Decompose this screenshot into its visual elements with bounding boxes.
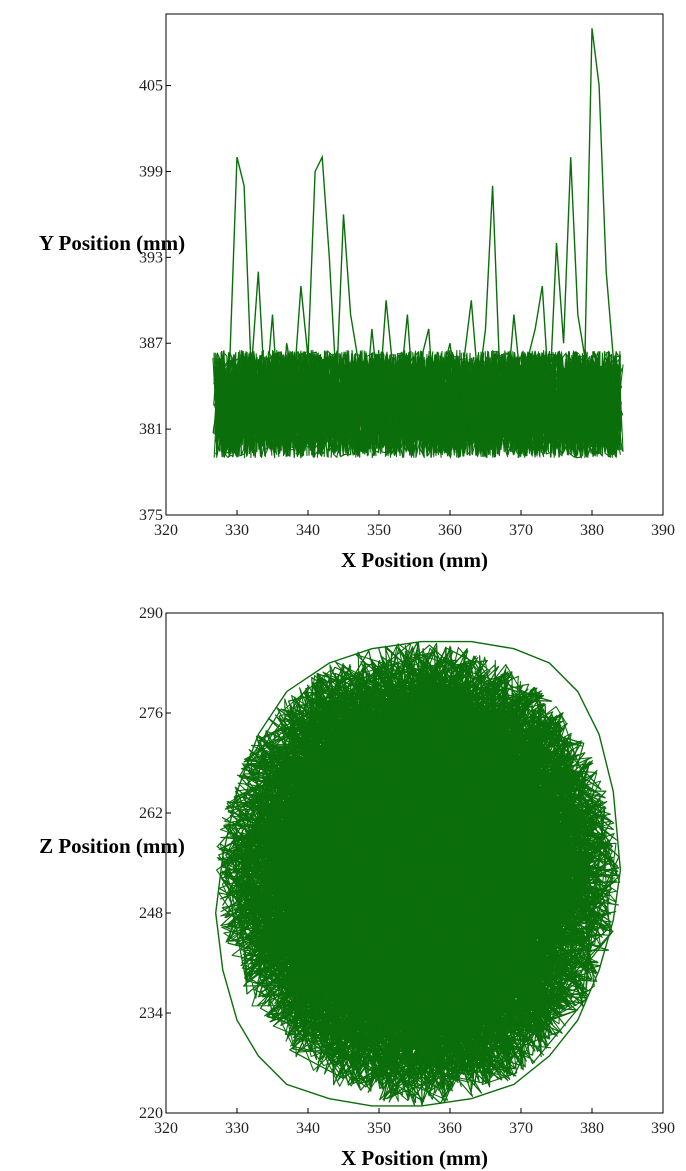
y-axis-label: Z Position (mm)	[39, 834, 185, 858]
x-tick-label: 360	[438, 1120, 462, 1137]
plot-frame	[165, 612, 664, 1114]
y-tick-label: 220	[139, 1105, 163, 1122]
x-tick-label: 380	[580, 1120, 604, 1137]
x-tick-label: 340	[296, 522, 320, 539]
y-tick-label: 248	[139, 905, 163, 922]
trajectory-segment	[220, 645, 605, 1106]
y-tick-label: 405	[139, 78, 163, 95]
trajectory-segment	[214, 350, 623, 458]
y-tick-label: 262	[139, 805, 163, 822]
x-tick-label: 370	[509, 522, 533, 539]
series-line	[215, 28, 622, 430]
x-tick-label: 330	[225, 1120, 249, 1137]
y-tick-label: 393	[139, 249, 163, 266]
y-tick-label: 276	[139, 705, 163, 722]
y-tick-label: 375	[139, 507, 163, 524]
trajectory-segment	[213, 349, 620, 457]
y-tick-label: 399	[139, 163, 163, 180]
series-line	[214, 640, 622, 1107]
x-axis-label: X Position (mm)	[341, 1146, 488, 1170]
x-tick-label: 350	[367, 522, 391, 539]
x-tick-label: 370	[509, 1120, 533, 1137]
x-tick-label: 350	[367, 1120, 391, 1137]
x-tick-label: 330	[225, 522, 249, 539]
x-tick-label: 390	[651, 1120, 675, 1137]
trajectory-segment	[214, 349, 622, 458]
xy-trajectory-chart: 320 330 340 350 360 370 380 390 375 381 387 393 399 4…	[39, 13, 675, 572]
plot-frame	[165, 13, 664, 516]
y-tick-label: 234	[139, 1005, 163, 1022]
x-tick-label: 390	[651, 522, 675, 539]
trajectory-texture	[216, 641, 621, 1107]
x-tick-label: 360	[438, 522, 462, 539]
y-axis-label: Y Position (mm)	[39, 231, 185, 255]
x-tick-label: 320	[154, 522, 178, 539]
y-tick-label: 387	[139, 335, 163, 352]
y-tick-label: 290	[139, 605, 163, 622]
trajectory-segment	[215, 350, 622, 458]
x-tick-label: 320	[154, 1120, 178, 1137]
xz-trajectory-chart: 320 330 340 350 360 370 380 390 220 234 248 262 276 2…	[39, 605, 675, 1170]
trajectory-texture	[212, 349, 624, 459]
x-tick-label: 380	[580, 522, 604, 539]
x-axis-label: X Position (mm)	[341, 548, 488, 572]
x-tick-label: 340	[296, 1120, 320, 1137]
y-tick-label: 381	[139, 421, 163, 438]
